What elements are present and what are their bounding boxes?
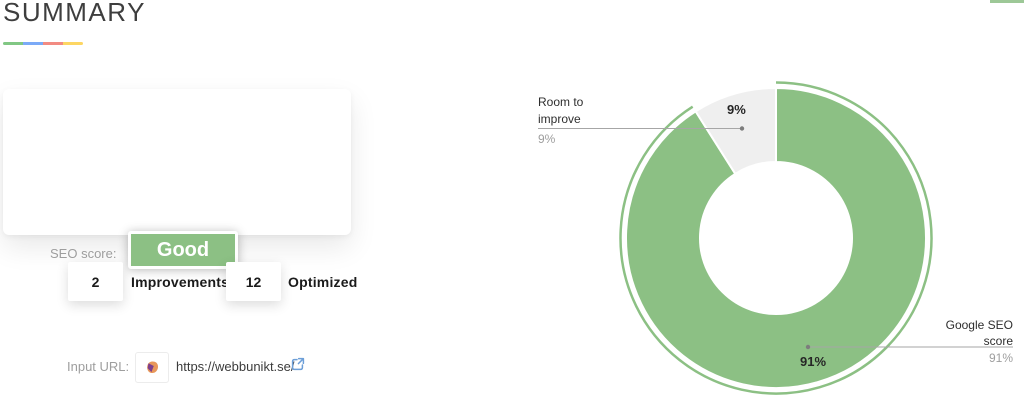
favicon-box [135, 352, 169, 383]
webbunikt-favicon-icon [146, 361, 158, 374]
chart-callouts [538, 126, 1013, 350]
optimized-label: Optimized [288, 273, 358, 290]
seo-score-card: SEO score: Good [3, 89, 351, 269]
callout-percent-google-seo-score: 91% [988, 351, 1013, 365]
callout-percent-room-to-improve: 9% [538, 132, 556, 146]
seo-score-label: SEO score: [50, 246, 117, 261]
donut-highlight-ring [619, 81, 933, 395]
improvements-label: Improvements [131, 273, 230, 290]
callout-dot-google-seo-score [805, 344, 811, 350]
title-underline-segment [63, 42, 83, 45]
input-url-link[interactable]: https://webbunikt.se/ [176, 359, 295, 374]
data-label-google-seo-score: 91% [800, 354, 827, 369]
seo-score-badge: Good [128, 231, 238, 269]
data-label-room-to-improve: 9% [727, 102, 746, 117]
callout-label-google-seo-score: Google SEO score [945, 318, 1013, 348]
title-underline-segment [43, 42, 63, 45]
top-right-green-bar-decoration [990, 0, 1024, 3]
title-underline-decoration [3, 42, 83, 45]
optimized-count: 12 [245, 273, 262, 290]
title-underline-segment [3, 42, 23, 45]
optimized-count-box: 12 [226, 262, 281, 301]
external-link-icon[interactable] [291, 357, 305, 371]
callout-dot-room-to-improve [739, 126, 745, 131]
input-url-label: Input URL: [67, 359, 130, 374]
improvements-count: 2 [91, 273, 100, 290]
page-title: SUMMARY [3, 0, 146, 27]
donut-slice-room-to-improve[interactable] [694, 86, 777, 176]
donut-slice-google-seo-score[interactable] [625, 86, 927, 389]
title-underline-segment [23, 42, 43, 45]
improvements-count-box: 2 [68, 262, 123, 301]
callout-label-room-to-improve: Room to improve [538, 95, 584, 126]
